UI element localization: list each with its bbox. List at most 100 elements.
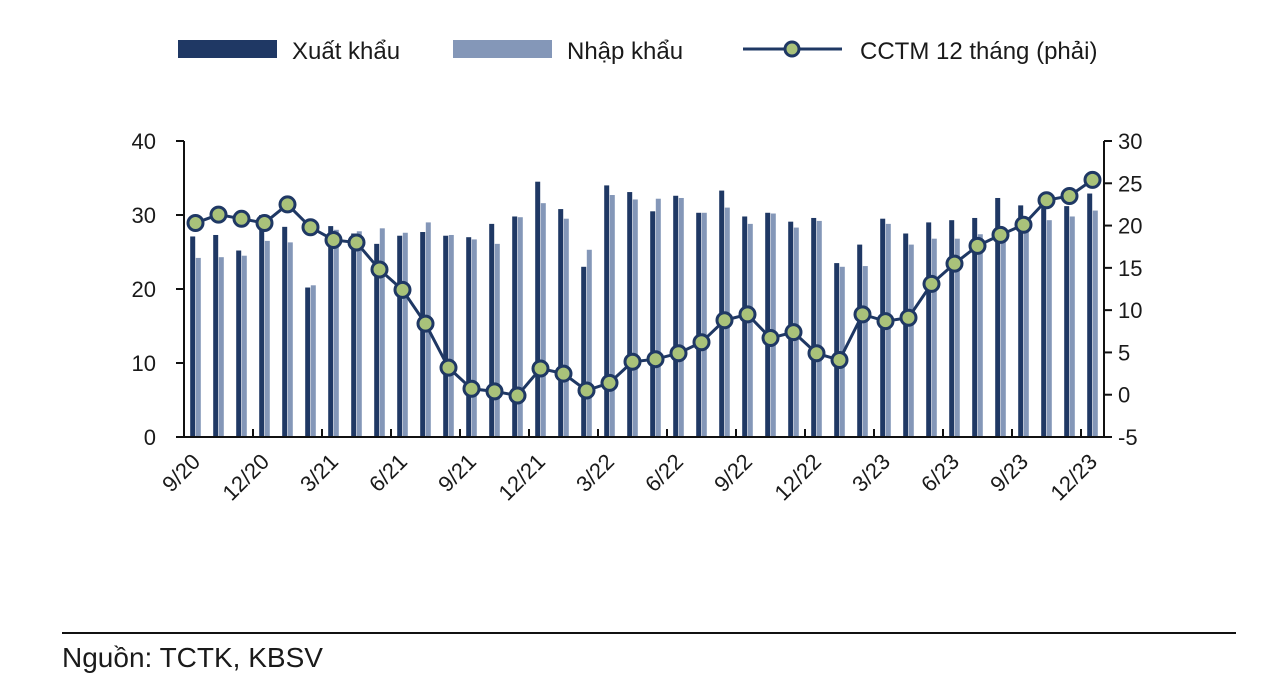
bar-series-group	[190, 181, 1098, 437]
balance-point	[1060, 186, 1079, 205]
x-tick-label: 3/22	[571, 449, 619, 497]
x-tick-label: 12/20	[217, 449, 274, 506]
bar-import	[333, 229, 339, 437]
bar-export	[673, 195, 679, 437]
balance-point	[761, 329, 780, 348]
x-tick-label: 3/21	[295, 449, 343, 497]
bar-import	[1092, 210, 1098, 437]
balance-point	[715, 311, 734, 330]
x-tick-label: 12/22	[769, 449, 826, 506]
bar-export	[903, 233, 909, 437]
bar-export	[282, 226, 288, 437]
balance-point	[439, 358, 458, 377]
axes-group	[176, 140, 1112, 438]
bar-import	[356, 231, 362, 437]
bar-import	[954, 238, 960, 437]
bar-export	[420, 232, 426, 437]
x-tick-labels: 9/20 12/20 3/21 6/21 9/21 12/21 3/22 6/22 9/22 12…	[157, 449, 1102, 506]
bar-export	[213, 234, 219, 437]
bar-export	[259, 215, 265, 437]
balance-point	[692, 333, 711, 352]
bar-import	[1023, 232, 1029, 437]
balance-line	[194, 178, 1094, 398]
y-left-tick-label: 30	[132, 203, 156, 228]
bar-export	[1064, 206, 1070, 437]
bar-import	[770, 213, 776, 437]
y-right-tick-labels: -5 0 5 10 15 20 25 30	[1118, 129, 1142, 450]
balance-point	[255, 214, 274, 233]
balance-point	[1014, 215, 1033, 234]
legend-export-swatch	[178, 40, 277, 58]
y-left-tick-label: 10	[132, 351, 156, 376]
balance-line-group	[186, 170, 1102, 405]
bar-export	[834, 263, 840, 437]
legend-balance-marker	[783, 40, 801, 58]
bar-import	[471, 239, 477, 437]
balance-point	[485, 382, 504, 401]
bar-import	[586, 249, 592, 437]
bar-import	[540, 203, 546, 437]
bar-export	[650, 211, 656, 437]
bar-export	[374, 243, 380, 437]
bar-export	[926, 222, 932, 437]
balance-point	[347, 233, 366, 252]
bar-import	[310, 285, 316, 437]
bar-export	[627, 192, 633, 437]
bar-import	[218, 257, 224, 437]
balance-point	[807, 344, 826, 363]
footer-divider	[62, 632, 1236, 634]
balance-point	[324, 230, 343, 249]
y-right-tick-label: 20	[1118, 214, 1142, 239]
balance-point	[646, 350, 665, 369]
bar-import	[287, 242, 293, 437]
bar-export	[236, 250, 242, 437]
x-tick-label: 12/23	[1045, 449, 1102, 506]
bar-import	[609, 195, 615, 437]
balance-point	[370, 260, 389, 279]
bar-export	[489, 223, 495, 437]
balance-point	[853, 305, 872, 324]
bar-import	[494, 243, 500, 437]
balance-point	[209, 205, 228, 224]
bar-export	[972, 217, 978, 437]
bar-import	[448, 234, 454, 437]
bar-import	[931, 238, 937, 437]
bar-import	[678, 197, 684, 437]
balance-point	[899, 308, 918, 327]
balance-point	[1083, 170, 1102, 189]
balance-point	[393, 280, 412, 299]
bar-import	[241, 255, 247, 437]
bar-export	[466, 237, 472, 437]
y-left-tick-labels: 0 10 20 30 40	[132, 129, 156, 450]
x-tick-label: 6/21	[364, 449, 412, 497]
balance-point	[600, 373, 619, 392]
bar-export	[305, 287, 311, 437]
bar-import	[517, 217, 523, 437]
bar-export	[328, 226, 334, 437]
legend-import-label: Nhập khẩu	[567, 38, 683, 65]
balance-point	[416, 314, 435, 333]
y-right-tick-label: 0	[1118, 383, 1130, 408]
bar-import	[747, 223, 753, 437]
legend-balance-label: CCTM 12 tháng (phải)	[860, 38, 1097, 65]
balance-point	[738, 305, 757, 324]
balance-point	[623, 352, 642, 371]
bar-export	[604, 185, 610, 437]
bar-import	[563, 218, 569, 437]
legend-export-label: Xuất khẩu	[292, 38, 400, 65]
y-right-tick-label: 30	[1118, 129, 1142, 154]
x-tick-label: 3/23	[847, 449, 895, 497]
x-tick-label: 6/22	[640, 449, 688, 497]
y-right-tick-label: -5	[1118, 425, 1138, 450]
bar-import	[379, 228, 385, 437]
bar-export	[443, 235, 449, 437]
balance-point	[301, 218, 320, 237]
chart: Xuất khẩu Nhập khẩu CCTM 12 tháng (phải)…	[132, 38, 1143, 506]
balance-point	[531, 359, 550, 378]
x-tick-label: 9/23	[985, 449, 1033, 497]
bar-export	[512, 216, 518, 437]
balance-point	[462, 379, 481, 398]
bar-export	[397, 235, 403, 437]
y-left-tick-label: 0	[144, 425, 156, 450]
y-left-tick-label: 40	[132, 129, 156, 154]
